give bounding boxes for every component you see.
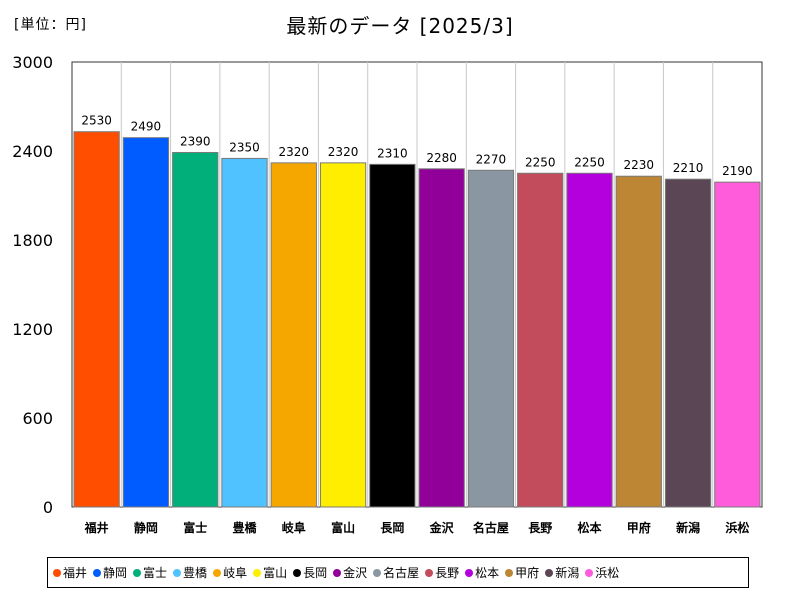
- x-tick-label: 静岡: [134, 520, 158, 535]
- legend-marker: [173, 568, 182, 577]
- legend-label: 浜松: [595, 566, 620, 580]
- bar-松本: [566, 172, 613, 508]
- legend-label: 長野: [435, 566, 460, 580]
- legend-marker: [465, 568, 474, 577]
- x-tick-label: 富山: [331, 520, 355, 535]
- legend-label: 松本: [475, 566, 500, 580]
- legend-item: 福井: [53, 564, 87, 581]
- legend-item: 長岡: [293, 564, 327, 581]
- legend-item: 名古屋: [373, 564, 419, 581]
- data-label: 2310: [377, 146, 408, 160]
- x-tick-label: 金沢: [429, 520, 455, 535]
- legend-label: 新潟: [555, 566, 580, 580]
- legend-item: 浜松: [585, 564, 619, 581]
- legend-marker: [585, 568, 594, 577]
- data-label: 2280: [426, 151, 457, 165]
- bar-豊橋: [221, 157, 268, 508]
- y-tick-label: 600: [22, 409, 53, 428]
- legend-label: 富山: [263, 566, 288, 580]
- legend-label: 名古屋: [383, 566, 420, 580]
- legend-item: 新潟: [545, 564, 579, 581]
- bar-甲府: [615, 175, 662, 508]
- chart-title: 最新のデータ [2025/3]: [286, 14, 514, 38]
- bar-長岡: [369, 163, 416, 508]
- legend-item: 長野: [425, 564, 459, 581]
- legend-label: 静岡: [103, 566, 128, 580]
- data-label: 2490: [131, 120, 162, 134]
- data-label: 2190: [722, 164, 753, 178]
- legend-label: 豊橋: [183, 566, 208, 580]
- x-tick-label: 新潟: [676, 520, 700, 535]
- y-tick-label: 3000: [12, 53, 53, 72]
- legend-item: 岐阜: [213, 564, 247, 581]
- legend-marker: [545, 568, 554, 577]
- data-label: 2320: [279, 145, 310, 159]
- legend-marker: [253, 568, 262, 577]
- x-tick-label: 富士: [183, 520, 207, 535]
- x-tick-label: 名古屋: [473, 520, 509, 535]
- bar-長野: [517, 172, 564, 508]
- legend-label: 富士: [143, 566, 168, 580]
- unit-label: [単位：円]: [14, 17, 87, 33]
- y-tick-label: 0: [43, 498, 53, 517]
- bar-浜松: [714, 181, 761, 508]
- bar-岐阜: [270, 162, 317, 508]
- legend-item: 豊橋: [173, 564, 207, 581]
- legend-marker: [505, 568, 514, 577]
- legend-label: 金沢: [343, 566, 368, 580]
- bar-新潟: [664, 178, 712, 508]
- bar-名古屋: [467, 169, 515, 508]
- x-tick-label: 岐阜: [282, 520, 306, 535]
- y-tick-label: 1200: [12, 320, 53, 339]
- bar-富山: [319, 162, 367, 508]
- bar-福井: [73, 131, 120, 508]
- data-label: 2530: [81, 114, 112, 128]
- legend-marker: [53, 568, 61, 577]
- legend-marker: [93, 568, 102, 577]
- bar-金沢: [418, 168, 465, 508]
- legend-marker: [133, 568, 142, 577]
- legend-item: 富士: [133, 564, 167, 581]
- legend-marker: [425, 568, 434, 577]
- x-tick-label: 長野: [528, 520, 552, 535]
- data-label: 2350: [229, 140, 260, 154]
- legend-item: 松本: [465, 564, 499, 581]
- legend-marker: [373, 568, 382, 577]
- x-tick-label: 甲府: [627, 520, 651, 535]
- data-label: 2230: [624, 158, 655, 172]
- legend-item: 静岡: [93, 564, 127, 581]
- legend-marker: [293, 568, 302, 577]
- data-label: 2250: [525, 155, 556, 169]
- legend-label: 岐阜: [223, 566, 248, 580]
- x-tick-label: 豊橋: [232, 520, 257, 535]
- data-label: 2210: [673, 161, 704, 175]
- data-label: 2320: [328, 145, 359, 159]
- x-tick-label: 浜松: [725, 520, 749, 535]
- legend-label: 福井: [63, 566, 88, 580]
- x-tick-label: 福井: [84, 520, 109, 535]
- legend-item: 甲府: [505, 564, 539, 581]
- legend-item: 金沢: [333, 564, 367, 581]
- legend-label: 長岡: [303, 566, 328, 580]
- data-label: 2270: [476, 152, 507, 166]
- x-tick-label: 長岡: [380, 520, 404, 535]
- legend-marker: [213, 568, 222, 577]
- data-label: 2250: [574, 155, 605, 169]
- x-tick-label: 松本: [577, 520, 601, 535]
- bar-静岡: [122, 137, 170, 508]
- y-tick-label: 2400: [12, 142, 53, 161]
- legend-marker: [333, 568, 342, 577]
- data-label: 2390: [180, 134, 211, 148]
- y-tick-label: 1800: [12, 231, 53, 250]
- bar-chart: 0 600 1200 1800 2400 3000 2530 福井 2490 静岡 2390 富士 23…: [12, 53, 763, 535]
- legend-label: 甲府: [515, 566, 540, 580]
- legend-item: 富山: [253, 564, 287, 581]
- bar-富士: [172, 151, 219, 508]
- chart-legend: 福井 静岡 富士 豊橋 岐阜 富山 長岡 金沢 名古屋 長野 松本 甲府 新潟 浜松: [47, 557, 749, 588]
